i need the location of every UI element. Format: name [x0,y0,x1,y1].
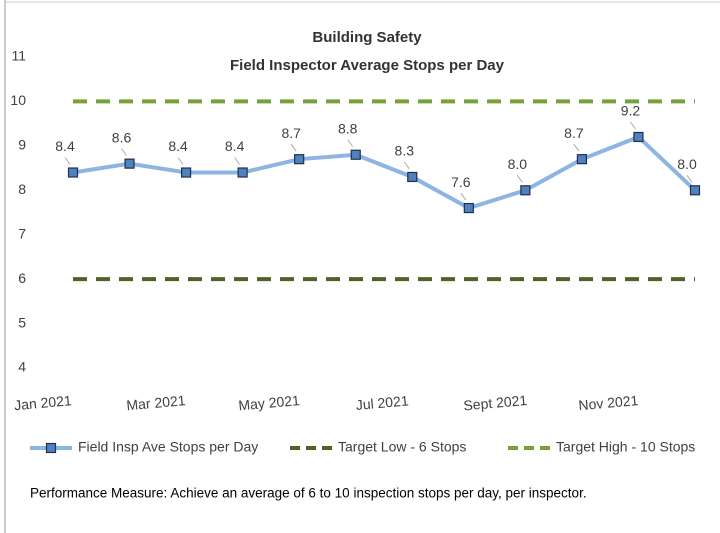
marker [350,149,361,160]
marker [633,131,644,143]
y-tick-label: 7 [18,225,26,241]
marker [67,167,79,178]
leader-line [460,192,467,201]
leader-line [573,143,580,152]
leader-line [121,148,127,156]
x-tick-label: Jan 2021 [13,392,72,413]
legend-label: Field Insp Ave Stops per Day [78,439,258,455]
data-label: 8.4 [168,138,188,154]
leader-line [686,174,693,183]
footnote: Performance Measure: Achieve an average … [30,486,587,501]
data-label: 8.3 [395,143,415,159]
data-label: 8.4 [55,138,75,154]
chart-subtitle: Field Inspector Average Stops per Day [230,57,505,74]
marker [520,185,531,196]
data-label: 8.0 [508,156,528,172]
x-tick-label: Jul 2021 [355,392,409,413]
data-label: 8.6 [112,129,132,145]
y-tick-label: 5 [18,314,26,330]
x-tick-label: Mar 2021 [126,392,187,413]
x-tick-label: Sept 2021 [463,392,528,414]
y-tick-label: 8 [18,181,26,197]
leader-line [64,157,71,165]
marker [180,167,192,178]
marker [294,154,305,165]
marker [689,185,701,196]
data-label: 8.7 [281,125,301,141]
legend-marker [45,442,57,454]
leader-line [403,161,410,170]
y-tick-label: 10 [10,92,26,108]
x-tick-label: May 2021 [238,392,301,413]
leader-line [234,157,241,165]
marker [407,171,418,183]
y-tick-label: 6 [18,270,26,286]
data-label: 9.2 [621,103,641,119]
data-label: 8.7 [564,125,584,141]
y-tick-label: 9 [18,137,26,153]
series-line [72,134,697,211]
chart-title: Building Safety [312,29,422,46]
data-label: 8.8 [338,120,358,136]
leader-line [347,139,354,148]
marker [463,202,474,214]
y-tick-label: 4 [18,359,26,375]
leader-line [630,121,636,130]
legend-label: Target Low - 6 Stops [338,439,466,455]
marker [124,158,135,169]
x-tick-label: Nov 2021 [578,392,639,413]
leader-line [290,143,297,152]
data-label: 7.6 [451,174,471,190]
leader-line [516,174,523,183]
data-label: 8.4 [225,138,245,154]
legend-label: Target High - 10 Stops [556,439,695,455]
y-tick-label: 11 [11,48,26,64]
leader-line [177,157,184,165]
marker [576,154,588,165]
marker [237,167,248,178]
data-label: 8.0 [677,156,697,172]
